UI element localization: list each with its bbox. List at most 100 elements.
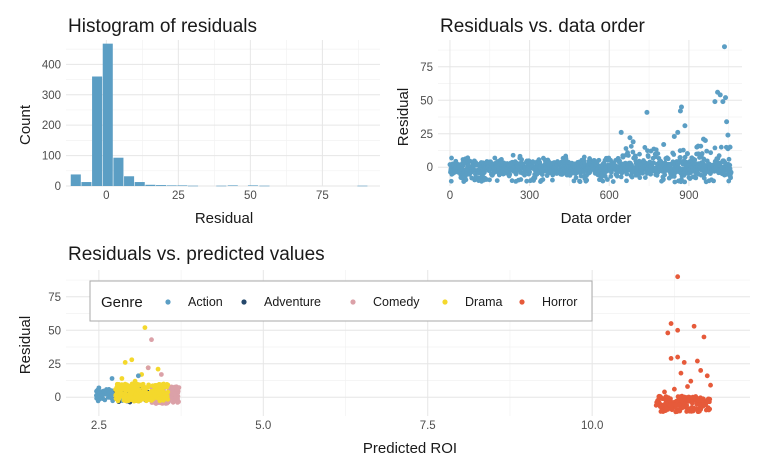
order-point	[642, 175, 648, 180]
order-point	[721, 44, 727, 50]
predicted-panel: Residuals vs. predicted values 2.5 5.0 7.5…	[17, 244, 750, 457]
order-point	[630, 149, 636, 155]
genre-legend: Genre Action Adventure Comedy Drama Horror	[89, 280, 593, 322]
order-point	[716, 153, 722, 159]
predicted-point	[99, 392, 105, 398]
predicted-x-tick-label: 7.5	[420, 420, 436, 432]
predicted-point	[102, 397, 108, 403]
order-point	[678, 104, 684, 110]
predicted-x-tick-label: 10.0	[581, 420, 603, 432]
order-point	[651, 160, 656, 166]
order-point	[644, 109, 650, 115]
order-point	[610, 179, 616, 184]
order-point	[637, 175, 643, 181]
histogram-x-tick-label: 75	[316, 190, 329, 202]
predicted-point	[140, 388, 146, 394]
legend-label-action: Action	[188, 295, 223, 309]
predicted-point	[701, 334, 707, 340]
predicted-y-tick-label: 0	[55, 392, 61, 404]
predicted-point	[685, 384, 690, 389]
order-point	[627, 135, 633, 141]
order-point	[712, 99, 718, 105]
predicted-point	[665, 330, 671, 336]
legend-label-comedy: Comedy	[373, 295, 420, 309]
predicted-point	[685, 398, 691, 404]
order-point	[645, 148, 650, 154]
order-point	[618, 129, 624, 135]
order-point	[642, 145, 648, 150]
predicted-point	[114, 381, 120, 387]
histogram-bar	[145, 184, 156, 186]
order-x-tick-label: 300	[520, 190, 539, 202]
order-point	[600, 178, 606, 184]
order-point	[629, 162, 634, 168]
order-point	[540, 177, 546, 182]
predicted-x-axis-title: Predicted ROI	[363, 440, 457, 457]
predicted-point	[156, 396, 162, 402]
order-point	[723, 95, 729, 101]
order-point	[699, 151, 705, 156]
order-point	[518, 177, 524, 182]
order-point	[718, 144, 724, 150]
order-point	[655, 151, 661, 157]
predicted-point	[149, 337, 154, 343]
order-panel: Residuals vs. data order 0 300 600 900 0 25 5…	[395, 16, 742, 227]
predicted-point	[675, 327, 681, 333]
histogram-x-tick-label: 0	[103, 190, 109, 202]
legend-key-adventure	[241, 299, 247, 305]
order-point	[711, 178, 716, 184]
order-point	[640, 170, 646, 176]
predicted-point	[690, 408, 696, 414]
order-point	[618, 174, 624, 180]
predicted-point	[108, 395, 114, 401]
order-point	[728, 175, 733, 181]
predicted-point	[707, 396, 713, 402]
order-point	[596, 157, 602, 163]
order-point	[727, 144, 733, 150]
predicted-point	[122, 382, 127, 388]
predicted-point	[173, 396, 178, 401]
predicted-point	[129, 357, 135, 363]
predicted-point	[122, 360, 128, 365]
order-point	[509, 178, 515, 184]
histogram-bar	[102, 43, 113, 187]
order-point	[624, 171, 630, 177]
predicted-point	[176, 399, 181, 404]
histogram-bar	[247, 185, 258, 186]
predicted-point	[132, 378, 138, 384]
order-point	[527, 169, 532, 175]
predicted-point	[147, 397, 152, 402]
order-point	[720, 99, 726, 105]
order-points	[447, 44, 734, 185]
order-point	[645, 154, 651, 159]
predicted-point	[660, 409, 666, 414]
predicted-point	[145, 365, 151, 371]
predicted-point	[137, 382, 142, 387]
histogram-y-tick-label: 0	[55, 181, 61, 193]
order-point	[608, 174, 614, 179]
order-point	[682, 179, 688, 185]
predicted-point	[135, 373, 141, 379]
order-point	[678, 155, 683, 160]
order-point	[624, 178, 629, 184]
order-point	[578, 173, 584, 179]
order-point	[637, 151, 642, 157]
predicted-point	[130, 382, 136, 388]
histogram-panel: Histogram of residuals 0 25 50 75 0 100 200 30…	[17, 16, 380, 227]
predicted-point	[668, 321, 674, 326]
predicted-point	[136, 387, 142, 393]
predicted-point	[708, 382, 713, 388]
predicted-point	[698, 405, 703, 410]
order-point	[629, 174, 635, 180]
histogram-bar	[187, 185, 199, 187]
histogram-y-tick-label: 200	[42, 120, 61, 132]
histogram-bar	[216, 185, 227, 187]
histogram-bar	[134, 182, 145, 186]
predicted-point	[675, 354, 681, 360]
order-y-tick-label: 0	[427, 162, 433, 174]
predicted-point	[158, 372, 164, 377]
legend-key-drama	[442, 299, 448, 305]
order-x-axis-title: Data order	[561, 210, 632, 227]
predicted-point	[164, 381, 170, 387]
